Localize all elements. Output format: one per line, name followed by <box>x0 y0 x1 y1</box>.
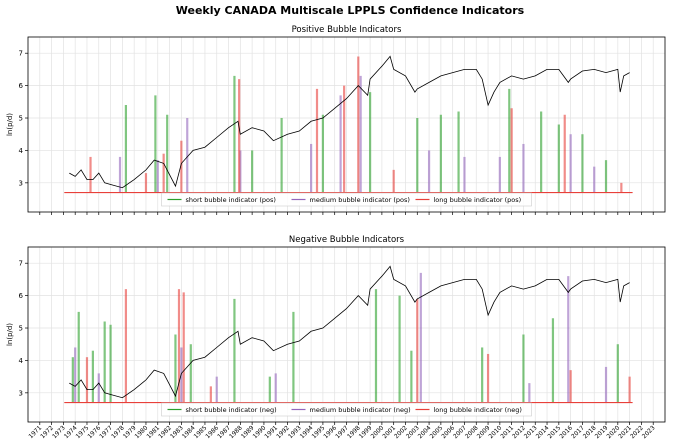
y-axis-label: ln(p/d) <box>6 113 14 136</box>
legend-box <box>161 402 532 417</box>
y-tick-label: 4 <box>19 357 24 365</box>
y-tick-label: 6 <box>19 82 24 90</box>
plot-frame <box>27 36 666 213</box>
price-line <box>69 55 630 189</box>
y-tick-label: 3 <box>19 389 23 397</box>
price-line <box>69 265 630 399</box>
figure-title: Weekly CANADA Multiscale LPPLS Confidenc… <box>176 4 525 17</box>
legend-label: long bubble indicator (neg) <box>434 406 522 414</box>
y-tick-label: 7 <box>19 260 23 268</box>
subplot-title: Negative Bubble Indicators <box>289 235 405 245</box>
subplot-title: Positive Bubble Indicators <box>292 25 402 35</box>
legend-label: short bubble indicator (neg) <box>186 406 277 414</box>
y-tick-label: 5 <box>19 325 23 333</box>
legend-label: short bubble indicator (pos) <box>186 196 276 204</box>
plot-frame <box>27 246 666 423</box>
y-tick-label: 7 <box>19 50 23 58</box>
y-tick-label: 5 <box>19 115 23 123</box>
y-axis-label: ln(p/d) <box>6 323 14 346</box>
legend-label: medium bubble indicator (pos) <box>310 196 410 204</box>
legend-label: long bubble indicator (pos) <box>434 196 522 204</box>
legend-label: medium bubble indicator (neg) <box>310 406 411 414</box>
x-tick-label: 2023 <box>641 424 657 440</box>
y-tick-label: 4 <box>19 147 24 155</box>
y-tick-label: 3 <box>19 179 23 187</box>
y-tick-label: 6 <box>19 292 24 300</box>
legend-box <box>161 192 532 207</box>
